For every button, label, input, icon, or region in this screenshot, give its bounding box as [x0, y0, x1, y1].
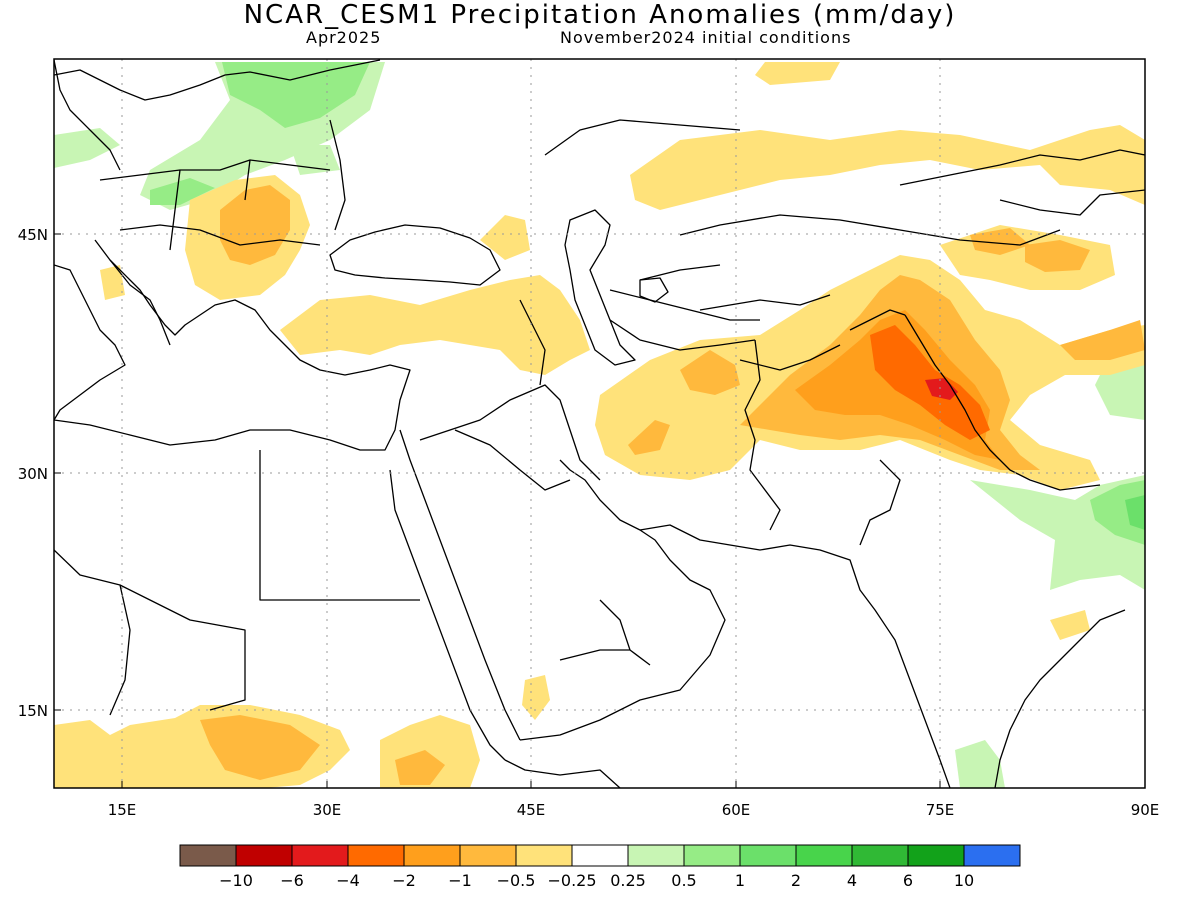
latitude-axis: 45N 30N 15N — [18, 226, 61, 720]
grid-lines — [54, 59, 1145, 788]
longitude-axis: 15E 30E 45E 60E 75E 90E — [108, 781, 1160, 819]
colorbar-label: 2 — [791, 871, 801, 890]
colorbar-label: 1 — [735, 871, 745, 890]
dry-anomaly-iran-west — [628, 420, 670, 455]
dry-anomaly-turkey-caspian — [280, 275, 590, 375]
dry-anomaly-iran-east — [680, 350, 740, 395]
colorbar-swatch — [347, 844, 405, 867]
lat-tick-label: 15N — [18, 702, 48, 720]
colorbar-swatch — [179, 844, 237, 867]
coastline-europe-north — [54, 59, 381, 101]
coastline-arabia — [519, 459, 726, 741]
colorbar-swatch — [627, 844, 685, 867]
border-pakistan-india — [849, 309, 1101, 546]
wet-anomaly-east-europe — [290, 145, 340, 175]
border-china-mongolia — [899, 149, 1145, 216]
coastline-india-east — [994, 609, 1126, 788]
colorbar-swatch — [739, 844, 797, 867]
coastline-mediterranean — [54, 259, 411, 451]
colorbar-legend: −10 −6 −4 −2 −1 −0.5 −0.25 0.25 0.5 1 2 4 6 10 — [179, 844, 1021, 890]
colorbar-swatch — [907, 844, 965, 867]
colorbar-swatch — [571, 844, 629, 867]
colorbar-label: −6 — [280, 871, 304, 890]
dry-anomaly-kashmir-peak — [925, 378, 958, 400]
colorbar-label: −0.25 — [547, 871, 596, 890]
lon-tick-label: 30E — [313, 801, 342, 819]
valid-month-label: Apr2025 — [306, 28, 382, 47]
coastline-africa-horn — [504, 759, 621, 788]
colorbar-swatch — [963, 844, 1021, 867]
colorbar-swatch — [459, 844, 517, 867]
border-europe-lines — [99, 119, 346, 251]
wet-anomaly-south-india — [955, 740, 1005, 788]
map-title: NCAR_CESM1 Precipitation Anomalies (mm/d… — [243, 0, 957, 30]
lon-tick-label: 45E — [517, 801, 546, 819]
dry-anomaly-romania — [220, 185, 290, 265]
anomaly-fields — [54, 62, 1145, 788]
dry-anomaly-horn-core — [395, 750, 445, 785]
colorbar-label: 0.25 — [610, 871, 646, 890]
coastlines-and-borders — [54, 59, 1145, 788]
colorbar-swatch — [851, 844, 909, 867]
wet-anomaly-northwest — [54, 128, 120, 168]
coastline-aral — [639, 277, 669, 303]
border-north-africa — [54, 450, 420, 716]
dry-anomaly-mongolia — [1025, 240, 1090, 272]
coastline-italy — [94, 239, 171, 346]
dry-anomaly-caucasus — [480, 215, 530, 260]
colorbar-swatch — [291, 844, 349, 867]
lat-tick-label: 30N — [18, 465, 48, 483]
dry-anomaly-kazakhstan — [630, 62, 1145, 210]
border-middle-east — [419, 299, 601, 491]
wet-anomaly-bangladesh-core — [1090, 480, 1145, 545]
colorbar-label: −0.5 — [497, 871, 536, 890]
coastline-baltic — [54, 59, 121, 171]
lon-tick-label: 75E — [926, 801, 955, 819]
colorbar-label: −2 — [392, 871, 416, 890]
lon-tick-label: 60E — [722, 801, 751, 819]
colorbar-swatch — [235, 844, 293, 867]
dry-anomaly-tibet-east — [1060, 320, 1145, 360]
dry-anomaly-yemen — [522, 675, 550, 720]
colorbar-swatch — [683, 844, 741, 867]
border-arabia-south — [559, 599, 651, 666]
map-frame — [53, 58, 1146, 789]
coastline-gulf-oman — [639, 524, 951, 788]
dry-anomaly-italy — [100, 265, 125, 300]
dry-anomaly-india-coast — [1050, 610, 1090, 640]
lat-tick-label: 45N — [18, 226, 48, 244]
dry-anomaly-west-africa-core — [200, 715, 320, 780]
dry-anomaly-tian-shan — [970, 228, 1030, 255]
wet-anomaly-bangladesh-peak — [1125, 495, 1145, 530]
lon-tick-label: 90E — [1131, 801, 1160, 819]
colorbar-label: −4 — [336, 871, 360, 890]
colorbar-label: 4 — [847, 871, 857, 890]
colorbar-label: 6 — [903, 871, 913, 890]
colorbar-label: −10 — [219, 871, 253, 890]
coastline-caspian — [564, 209, 636, 366]
wet-anomaly-carpathian — [150, 178, 215, 205]
lon-tick-label: 15E — [108, 801, 137, 819]
coastline-black-sea — [329, 224, 501, 286]
border-central-asia — [544, 119, 1061, 321]
initial-conditions-label: November2024 initial conditions — [560, 28, 852, 47]
colorbar-swatch — [403, 844, 461, 867]
border-iran-afghanistan — [609, 319, 841, 531]
colorbar-label: 10 — [954, 871, 974, 890]
colorbar-label: −1 — [448, 871, 472, 890]
colorbar-label: 0.5 — [671, 871, 696, 890]
wet-anomaly-poland-core — [222, 62, 370, 128]
colorbar-swatch — [795, 844, 853, 867]
colorbar-swatch — [515, 844, 573, 867]
